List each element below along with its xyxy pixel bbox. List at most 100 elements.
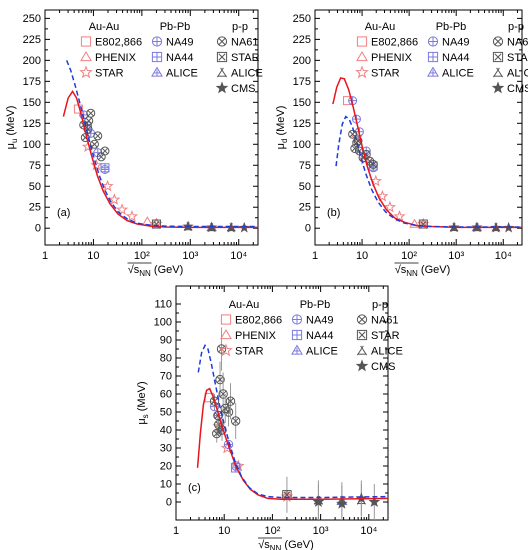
- y-axis-label-unit: (MeV): [5, 106, 17, 139]
- x-tick-label: 10²: [134, 250, 150, 262]
- legend-label: PHENIX: [95, 52, 137, 64]
- x-tick-label: 1: [42, 250, 48, 262]
- y-axis-label-sub: s: [141, 414, 150, 418]
- x-tick-label: 10: [356, 250, 368, 262]
- y-tick-label: 0: [305, 223, 311, 235]
- legend-label: STAR: [95, 68, 124, 80]
- y-axis-label-sub: d: [280, 139, 289, 143]
- data-point: [115, 203, 129, 215]
- legend-marker: [356, 345, 368, 356]
- legend-marker: [151, 36, 163, 47]
- x-tick-label: 1: [173, 525, 179, 537]
- legend-label: PHENIX: [235, 330, 277, 342]
- plot-area: [196, 327, 388, 520]
- chart-panel-2: 0 25 50 75 100 125 150 175 200 225 250 1 10 10² 10³ 10⁴…: [275, 9, 528, 278]
- series-na61: [209, 327, 241, 443]
- y-tick-label: 50: [160, 407, 172, 419]
- legend-marker: [291, 329, 303, 341]
- data-point: [125, 210, 139, 222]
- legend-label: NA49: [306, 315, 334, 327]
- legend-marker: [491, 81, 505, 94]
- data-point: [409, 218, 420, 228]
- legend-label: NA44: [442, 52, 470, 64]
- legend-header: Au-Au: [365, 21, 396, 33]
- x-tick-label: 10²: [401, 250, 417, 262]
- x-axis-label-prefix: √s: [395, 264, 407, 276]
- legend-marker: [355, 359, 369, 372]
- y-tick-label: 150: [23, 97, 41, 109]
- data-point: [81, 140, 95, 153]
- x-tick-label: 1: [312, 250, 318, 262]
- x-axis-label: √sNN (GeV): [395, 264, 451, 278]
- legend-label: ALICE: [166, 68, 198, 80]
- legend-header: Pb-Pb: [160, 21, 191, 33]
- legend-marker: [151, 51, 163, 63]
- legend-marker: [356, 314, 368, 325]
- data-point: [312, 495, 325, 507]
- y-tick-label: 0: [35, 223, 41, 235]
- y-tick-label: 60: [160, 389, 172, 401]
- legend-label: ALICE: [507, 68, 528, 80]
- data-point: [393, 210, 406, 222]
- legend-marker: [80, 50, 92, 62]
- legend-label: ALICE: [371, 346, 403, 358]
- y-axis-label-sub: u: [10, 139, 19, 143]
- data-point: [230, 416, 241, 426]
- legend-header: Pb-Pb: [436, 21, 467, 33]
- legend-label: NA61: [371, 315, 399, 327]
- data-point: [90, 158, 103, 171]
- y-axis-label-main: μ: [275, 143, 287, 149]
- legend-marker: [356, 50, 368, 62]
- legend-label: CMS: [231, 83, 255, 95]
- y-tick-label: 75: [29, 160, 41, 172]
- legend-marker: [291, 344, 303, 355]
- legend-header: Au-Au: [229, 299, 260, 311]
- legend-label: NA61: [231, 37, 259, 49]
- data-point: [336, 497, 348, 509]
- y-tick-label: 25: [299, 202, 311, 214]
- y-tick-label: 175: [293, 76, 311, 88]
- x-tick-label: 10⁴: [230, 250, 247, 262]
- legend-label: ALICE: [306, 346, 338, 358]
- legend-header: p-p: [372, 299, 388, 311]
- legend-marker: [355, 65, 369, 79]
- model-curve-solid: [62, 90, 258, 229]
- legend: Au-Au Pb-Pb p-p E802,866 PHENIX STAR NA49 NA44 A…: [219, 299, 403, 373]
- legend-header: Au-Au: [89, 21, 120, 33]
- x-tick-label: 10²: [264, 525, 280, 537]
- data-point: [142, 216, 153, 226]
- data-point: [101, 179, 114, 192]
- legend-marker: [492, 67, 504, 78]
- legend-marker: [356, 36, 368, 47]
- y-tick-label: 0: [166, 497, 172, 509]
- x-axis-label-unit: (GeV): [151, 264, 183, 276]
- x-axis-label-sub: NN: [406, 269, 418, 278]
- data-point: [86, 108, 96, 118]
- legend-label: NA49: [166, 37, 194, 49]
- legend-header: Pb-Pb: [300, 299, 331, 311]
- y-axis-label-main: μ: [5, 143, 17, 149]
- data-point: [84, 116, 94, 126]
- y-tick-label: 250: [293, 13, 311, 25]
- plot-area: [62, 60, 258, 233]
- legend-label: STAR: [371, 330, 400, 342]
- y-axis-label: μs (MeV): [136, 381, 150, 424]
- y-tick-label: 10: [160, 479, 172, 491]
- y-tick-label: 100: [154, 317, 172, 329]
- x-tick-label: 10³: [313, 525, 329, 537]
- legend-marker: [215, 81, 229, 94]
- y-tick-label: 125: [293, 118, 311, 130]
- y-tick-label: 25: [29, 202, 41, 214]
- legend-marker: [80, 36, 92, 47]
- y-tick-label: 80: [160, 353, 172, 365]
- y-tick-label: 70: [160, 371, 172, 383]
- y-tick-label: 40: [160, 425, 172, 437]
- x-axis-label-prefix: √s: [128, 264, 140, 276]
- x-axis-label-unit: (GeV): [281, 539, 313, 550]
- legend: Au-Au Pb-Pb p-p E802,866 PHENIX STAR NA49 NA44 A…: [79, 21, 263, 95]
- panel-label: (a): [57, 207, 70, 219]
- y-axis-label-main: μ: [136, 418, 148, 424]
- legend-label: PHENIX: [371, 52, 413, 64]
- series-cms: [312, 480, 381, 520]
